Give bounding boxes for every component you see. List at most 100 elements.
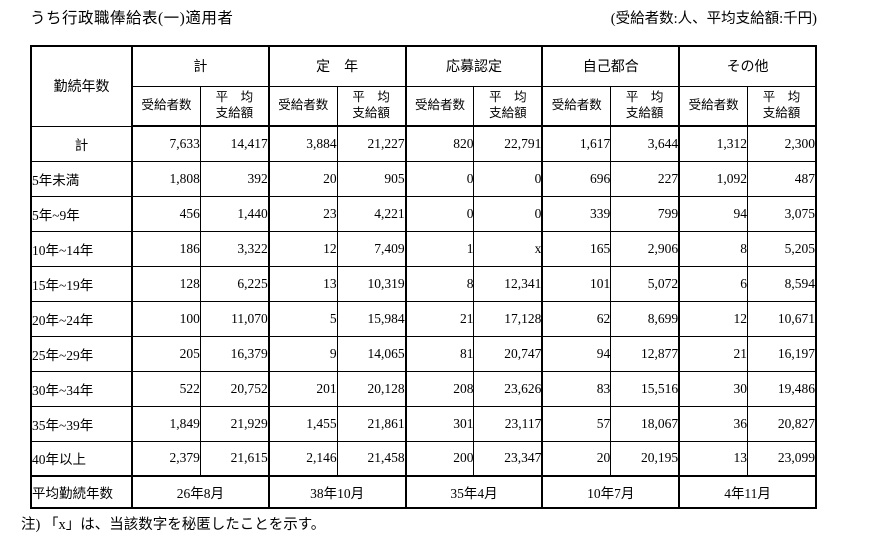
row-label: 25年~29年 bbox=[30, 335, 133, 372]
table-cell: 20,752 bbox=[199, 370, 270, 407]
sub-header-recipients: 受給者数 bbox=[678, 85, 749, 127]
table-cell: 5,205 bbox=[747, 230, 817, 267]
table-cell: 13 bbox=[678, 440, 749, 477]
group-header-application-certified: 応募認定 bbox=[404, 45, 543, 87]
table-cell: 799 bbox=[610, 195, 680, 232]
table-cell: 6 bbox=[678, 265, 749, 302]
table-cell: 22,791 bbox=[473, 125, 543, 162]
table-row: 5年未満 1,808 392 20 905 0 0 696 227 1,092 … bbox=[30, 160, 817, 197]
table-cell: 696 bbox=[541, 160, 612, 197]
avg-service-years-row: 平均勤続年数 26年8月 38年10月 35年4月 10年7月 4年11月 bbox=[30, 475, 817, 509]
table-cell: 2,146 bbox=[267, 440, 338, 477]
table-cell: 1,808 bbox=[130, 160, 201, 197]
table-cell: 208 bbox=[404, 370, 475, 407]
table-cell: x bbox=[473, 230, 543, 267]
table-cell: 11,070 bbox=[199, 300, 270, 337]
table-cell: 23,117 bbox=[473, 405, 543, 442]
sub-header-recipients: 受給者数 bbox=[267, 85, 338, 127]
table-cell: 2,300 bbox=[747, 125, 817, 162]
table-cell: 16,197 bbox=[747, 335, 817, 372]
table-cell: 21,227 bbox=[336, 125, 407, 162]
table-cell: 6,225 bbox=[199, 265, 270, 302]
table-row: 30年~34年 522 20,752 201 20,128 208 23,626… bbox=[30, 370, 817, 407]
table-cell: 21,861 bbox=[336, 405, 407, 442]
table-cell: 21 bbox=[678, 335, 749, 372]
table-cell: 1,092 bbox=[678, 160, 749, 197]
group-header-total: 計 bbox=[131, 45, 270, 87]
table-cell: 3,884 bbox=[267, 125, 338, 162]
table-cell: 16,379 bbox=[199, 335, 270, 372]
table-cell: 522 bbox=[130, 370, 201, 407]
header-line: うち行政職俸給表(一)適用者 (受給者数:人、平均支給額:千円) bbox=[30, 6, 817, 28]
avg-years-cell: 10年7月 bbox=[541, 475, 680, 509]
table-cell: 23,347 bbox=[473, 440, 543, 477]
table-cell: 3,322 bbox=[199, 230, 270, 267]
row-label: 20年~24年 bbox=[30, 300, 133, 337]
sub-header-average-line1: 平 均 bbox=[215, 90, 254, 105]
table-cell: 14,065 bbox=[336, 335, 407, 372]
table-cell: 23,626 bbox=[473, 370, 543, 407]
sub-header-average-line1: 平 均 bbox=[762, 90, 801, 105]
sub-header-average-line1: 平 均 bbox=[489, 90, 527, 105]
table-cell: 227 bbox=[610, 160, 680, 197]
table-cell: 13 bbox=[267, 265, 338, 302]
sub-header-average-line2: 支給額 bbox=[352, 105, 390, 120]
table-cell: 19,486 bbox=[747, 370, 817, 407]
table-row: 25年~29年 205 16,379 9 14,065 81 20,747 94… bbox=[30, 335, 817, 372]
avg-years-cell: 38年10月 bbox=[267, 475, 407, 509]
group-header-row: 勤続年数 計 定 年 応募認定 自己都合 その他 bbox=[30, 45, 817, 127]
sub-header-row: 受給者数 平 均支給額 受給者数 平 均支給額 受給者数 平 均支給額 受給者数… bbox=[31, 85, 817, 127]
table-cell: 12 bbox=[267, 230, 338, 267]
table-cell: 18,067 bbox=[610, 405, 680, 442]
table-cell: 62 bbox=[541, 300, 612, 337]
table-cell: 8,699 bbox=[610, 300, 680, 337]
table-cell: 905 bbox=[336, 160, 407, 197]
table-cell: 20 bbox=[267, 160, 338, 197]
row-label: 計 bbox=[30, 125, 133, 162]
table-row: 40年以上 2,379 21,615 2,146 21,458 200 23,3… bbox=[30, 440, 817, 477]
avg-years-cell: 4年11月 bbox=[678, 475, 817, 509]
table-cell: 1,312 bbox=[678, 125, 749, 162]
sub-header-recipients: 受給者数 bbox=[130, 85, 201, 127]
table-cell: 94 bbox=[678, 195, 749, 232]
row-label: 10年~14年 bbox=[30, 230, 133, 267]
table-cell: 12,341 bbox=[473, 265, 543, 302]
table-cell: 1 bbox=[404, 230, 475, 267]
row-label: 35年~39年 bbox=[30, 405, 133, 442]
table-cell: 12,877 bbox=[610, 335, 680, 372]
table-cell: 201 bbox=[267, 370, 338, 407]
unit-note: (受給者数:人、平均支給額:千円) bbox=[610, 11, 817, 27]
table-cell: 8,594 bbox=[747, 265, 817, 302]
table-cell: 21,929 bbox=[199, 405, 270, 442]
table-cell: 21,458 bbox=[336, 440, 407, 477]
table-cell: 8 bbox=[678, 230, 749, 267]
table-cell: 20 bbox=[541, 440, 612, 477]
table-cell: 1,617 bbox=[541, 125, 612, 162]
table-cell: 2,379 bbox=[130, 440, 201, 477]
row-label: 5年~9年 bbox=[30, 195, 133, 232]
table-row: 20年~24年 100 11,070 5 15,984 21 17,128 62… bbox=[30, 300, 817, 337]
group-header-mandatory-retirement: 定 年 bbox=[267, 45, 407, 87]
sub-header-average: 平 均支給額 bbox=[747, 85, 817, 127]
table-cell: 23,099 bbox=[747, 440, 817, 477]
table-cell: 165 bbox=[541, 230, 612, 267]
table-cell: 101 bbox=[541, 265, 612, 302]
row-label: 15年~19年 bbox=[30, 265, 133, 302]
table-cell: 94 bbox=[541, 335, 612, 372]
table-cell: 57 bbox=[541, 405, 612, 442]
table-cell: 128 bbox=[130, 265, 201, 302]
table-row: 10年~14年 186 3,322 12 7,409 1 x 165 2,906… bbox=[30, 230, 817, 267]
table-cell: 186 bbox=[130, 230, 201, 267]
table-cell: 100 bbox=[130, 300, 201, 337]
page-title: うち行政職俸給表(一)適用者 bbox=[30, 10, 234, 27]
table-cell: 15,516 bbox=[610, 370, 680, 407]
table-row: 15年~19年 128 6,225 13 10,319 8 12,341 101… bbox=[30, 265, 817, 302]
table-cell: 1,455 bbox=[267, 405, 338, 442]
row-label: 30年~34年 bbox=[30, 370, 133, 407]
table-row: 5年~9年 456 1,440 23 4,221 0 0 339 799 94 … bbox=[30, 195, 817, 232]
table-cell: 1,849 bbox=[130, 405, 201, 442]
table-cell: 23 bbox=[267, 195, 338, 232]
table-cell: 392 bbox=[199, 160, 270, 197]
sub-header-average: 平 均支給額 bbox=[336, 85, 407, 127]
table-cell: 10,671 bbox=[747, 300, 817, 337]
